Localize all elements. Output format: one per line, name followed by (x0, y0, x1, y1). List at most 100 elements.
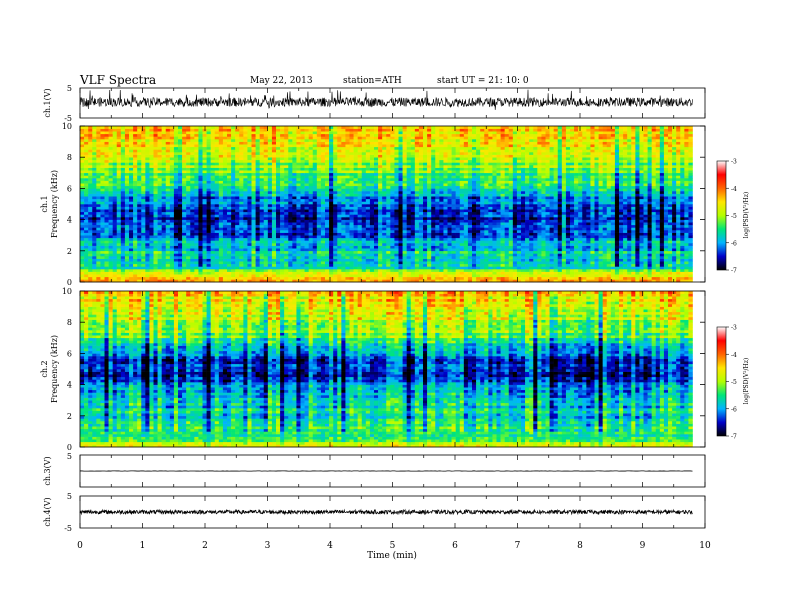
ch1-spectrogram-cell (603, 253, 607, 256)
ch1-spectrogram-cell (366, 272, 370, 275)
ch1-spectrogram-cell (170, 251, 174, 254)
ch1-spectrogram-cell (358, 269, 362, 272)
ch1-spectrogram-cell (211, 277, 215, 280)
ch1-spectrogram-cell (492, 251, 496, 254)
ch1-spectrogram-cell (194, 274, 198, 277)
ch1-spectrogram-cell (423, 251, 427, 254)
ch1-spectrogram-cell (668, 256, 672, 259)
ch1-spectrogram-cell (166, 269, 170, 272)
ch1-spectrogram-cell (354, 261, 358, 264)
ch1-spectrogram-cell (125, 243, 129, 246)
ch1-spectrogram-cell (178, 266, 182, 269)
ch1-spectrogram-cell (541, 246, 545, 249)
ch1-spectrogram-cell (84, 269, 88, 272)
ch1-spectrogram-cell (313, 266, 317, 269)
ch1-spectrogram-cell (668, 272, 672, 275)
ch1-spectrogram-cell (256, 274, 260, 277)
ch1-spectrogram-cell (141, 269, 145, 272)
ch1-spectrogram-cell (558, 264, 562, 267)
ch1-spectrogram-cell (415, 256, 419, 259)
ch1-spectrogram-cell (427, 264, 431, 267)
ch1-spectrogram-cell (558, 259, 562, 262)
ch1-spectrogram-cell (252, 266, 256, 269)
ch1-spectrogram-cell (452, 272, 456, 275)
ch1-spectrogram-cell (566, 272, 570, 275)
ch1-spectrogram-cell (166, 266, 170, 269)
ch1-spectrogram-cell (243, 256, 247, 259)
ch1-spectrogram-cell (109, 272, 113, 275)
ch1-spectrogram-cell (435, 256, 439, 259)
ch1-spectrogram-cell (92, 274, 96, 277)
ch1-spectrogram-cell (264, 256, 268, 259)
ch1-spectrogram-cell (231, 266, 235, 269)
ch1-spectrogram-cell (80, 264, 84, 267)
ch1-spectrogram-cell (133, 253, 137, 256)
ch1-spectrogram-cell (525, 266, 529, 269)
ch1-spectrogram-cell (374, 253, 378, 256)
ch1-spectrogram-cell (366, 269, 370, 272)
ch1-spectrogram-cell (537, 277, 541, 280)
ch1-spectrogram-cell (243, 248, 247, 251)
ch1-spectrogram-cell (472, 248, 476, 251)
ch1-spectrogram-cell (525, 246, 529, 249)
ch1-spectrogram-cell (595, 259, 599, 262)
ch1-spectrogram-cell (648, 274, 652, 277)
ch1-spectrogram-cell (252, 253, 256, 256)
ch1-spectrogram-cell (672, 264, 676, 267)
ch1-spectrogram-cell (411, 246, 415, 249)
ch1-spectrogram-cell (615, 266, 619, 269)
ch1-spectrogram-cell (537, 256, 541, 259)
ch1-spectrogram-cell (521, 256, 525, 259)
ch1-spectrogram-cell (305, 261, 309, 264)
ch1-spectrogram-cell (423, 274, 427, 277)
ch1-spectrogram-cell (345, 274, 349, 277)
ch1-spectrogram-cell (574, 264, 578, 267)
ch1-spectrogram-cell (288, 253, 292, 256)
ch1-spectrogram-cell (100, 246, 104, 249)
ch1-spectrogram-cell (158, 277, 162, 280)
ch1-spectrogram-cell (333, 274, 337, 277)
ch1-spectrogram-cell (656, 266, 660, 269)
ch1-spectrogram-cell (513, 243, 517, 246)
ch1-spectrogram-cell (88, 253, 92, 256)
ch1-spectrogram-cell (321, 243, 325, 246)
ch1-spectrogram-cell (374, 248, 378, 251)
ch1-spectrogram-cell (190, 251, 194, 254)
ch1-spectrogram-cell (317, 259, 321, 262)
ch1-spectrogram-cell (386, 248, 390, 251)
ch1-spectrogram-cell (207, 248, 211, 251)
ch1-spectrogram-cell (186, 259, 190, 262)
ch1-spectrogram-cell (207, 261, 211, 264)
ch1-spectrogram-cell (517, 272, 521, 275)
ch1-spectrogram-cell (460, 274, 464, 277)
ch1-spectrogram-cell (611, 266, 615, 269)
ch1-spectrogram-cell (219, 272, 223, 275)
ch1-spectrogram-cell (554, 246, 558, 249)
ch1-spectrogram-cell (533, 272, 537, 275)
ch1-spectrogram-cell (296, 251, 300, 254)
ch1-spectrogram-cell (394, 259, 398, 262)
ch1-spectrogram-cell (476, 259, 480, 262)
ch1-spectrogram-cell (88, 272, 92, 275)
ch1-spectrogram-cell (370, 259, 374, 262)
ch1-spectrogram-cell (329, 248, 333, 251)
ch1-spectrogram-cell (656, 259, 660, 262)
ch1-spectrogram-cell (386, 269, 390, 272)
ch1-spectrogram-cell (635, 259, 639, 262)
ch1-spectrogram-cell (533, 277, 537, 280)
ch1-spectrogram-cell (329, 264, 333, 267)
ch1-spectrogram-cell (341, 269, 345, 272)
ch1-spectrogram-cell (247, 269, 251, 272)
ch1-spectrogram-cell (223, 261, 227, 264)
ch1-spectrogram-cell (627, 259, 631, 262)
ch1-spectrogram-cell (537, 264, 541, 267)
ch1-spectrogram-cell (268, 246, 272, 249)
ch1-spectrogram-cell (133, 264, 137, 267)
ch1-spectrogram-cell (688, 277, 692, 280)
ch1-spectrogram-cell (243, 264, 247, 267)
ch1-spectrogram-cell (203, 264, 207, 267)
ch1-spectrogram-cell (688, 253, 692, 256)
ch1-spectrogram-cell (415, 243, 419, 246)
ch1-spectrogram-cell (341, 274, 345, 277)
ch1-spectrogram-cell (464, 274, 468, 277)
